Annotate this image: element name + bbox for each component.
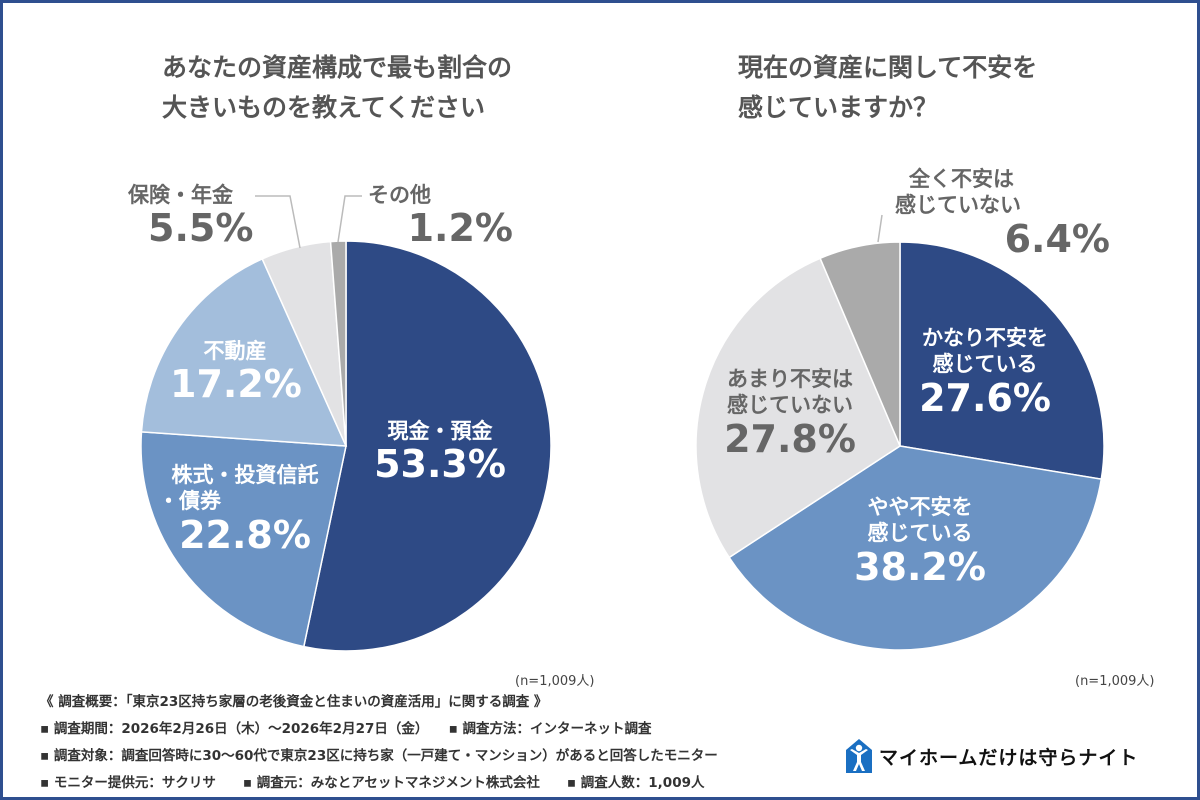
- pie-slice-4: [819, 241, 901, 447]
- label-insurance: 保険・年金 5.5%: [128, 183, 254, 251]
- pie-slice-2: [140, 431, 347, 648]
- leader-line-other: [337, 195, 362, 243]
- label-not-very-anxious: あまり不安は 感じていない 27.8%: [724, 367, 856, 461]
- pie-left: [140, 240, 552, 652]
- label-stocks: 株式・投資信託 ・債券 22.8%: [158, 463, 319, 557]
- title-line: 現在の資産に関して不安を: [738, 53, 1038, 82]
- leader-line-none: [877, 214, 883, 243]
- pie-slice-1: [899, 241, 1105, 481]
- title-line: 大きいものを教えてください: [162, 93, 486, 122]
- footer-target: ▪ 調査対象：調査回答時に30〜60代で東京23区に持ち家（一戸建て・マンション…: [40, 748, 718, 764]
- pie-slice-3: [140, 257, 348, 447]
- footer-period-method: ▪ 調査期間：2026年2月26日（木）〜2026年2月27日（金） ▪ 調査方…: [40, 721, 652, 737]
- label-somewhat-anxious: やや不安を 感じている 38.2%: [854, 495, 986, 589]
- sample-size-left: (n=1,009人): [515, 674, 595, 689]
- logo: マイホームだけは守らナイト: [845, 738, 1138, 774]
- footer-survey-title: 《 調査概要：「東京23区持ち家層の老後資金と住まいの資産活用」に関する調査 》: [40, 694, 548, 710]
- label-not-anxious: 全く不安は 感じていない 6.4%: [895, 167, 1110, 261]
- label-realestate: 不動産 17.2%: [170, 339, 302, 407]
- title-line: あなたの資産構成で最も割合の: [162, 53, 513, 82]
- chart-title-right: 現在の資産に関して不安を 感じていますか？: [738, 48, 1037, 128]
- pie-slice-1: [302, 240, 552, 652]
- label-cash: 現金・預金 53.3%: [374, 419, 506, 487]
- chart-title-left: あなたの資産構成で最も割合の 大きいものを教えてください: [162, 48, 512, 128]
- sample-size-right: (n=1,009人): [1075, 674, 1155, 689]
- person-house-icon: [846, 739, 872, 773]
- title-line: 感じていますか？: [738, 93, 939, 122]
- leader-line-insurance: [255, 195, 301, 249]
- pie-slice-3: [695, 257, 901, 559]
- footer-provider: ▪ モニター提供元：サクリサ ▪ 調査元：みなとアセットマネジメント株式会社 ▪…: [40, 775, 705, 791]
- pie-right: [695, 241, 1105, 651]
- label-other: その他 1.2%: [368, 183, 513, 251]
- logo-text: マイホームだけは守らナイト: [879, 746, 1139, 769]
- label-very-anxious: かなり不安を 感じている 27.6%: [919, 326, 1051, 420]
